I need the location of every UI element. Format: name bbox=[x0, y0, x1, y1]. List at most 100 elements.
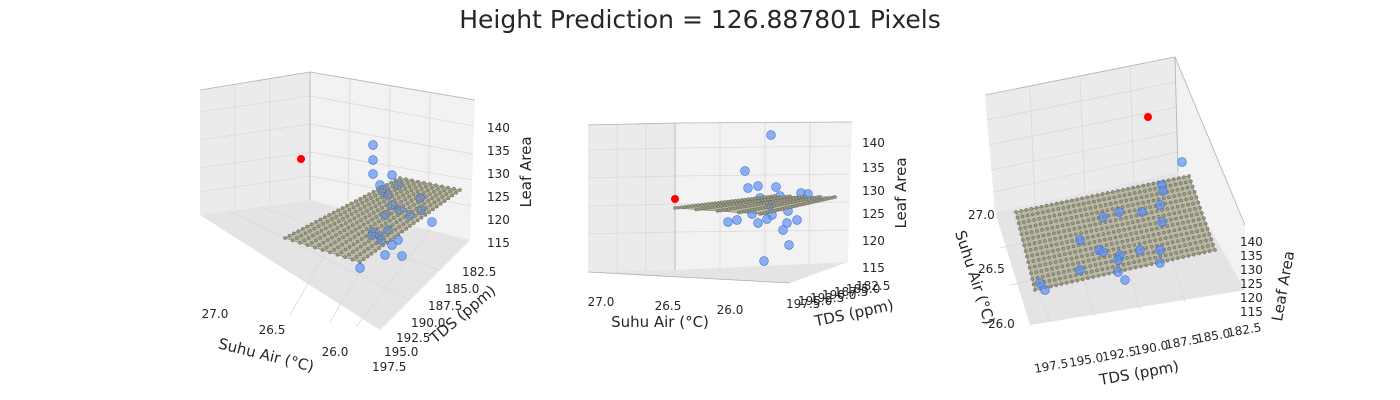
panel-1-mesh-dot bbox=[354, 209, 358, 214]
panel-3-mesh-dot bbox=[1049, 243, 1054, 248]
panel-1-mesh-dot bbox=[362, 194, 367, 199]
panel-3-mesh-dot bbox=[1015, 215, 1020, 220]
panel-3-mesh-dot bbox=[1064, 217, 1069, 221]
panel-3-mesh-dot bbox=[1146, 216, 1151, 221]
panel-3-mesh-dot bbox=[1193, 241, 1198, 245]
panel-3-mesh-dot bbox=[1144, 228, 1149, 233]
panel-2-back-pane bbox=[588, 123, 675, 272]
panel-3-mesh-dot bbox=[1167, 229, 1171, 234]
panel-3-mesh-dot bbox=[1028, 248, 1033, 252]
panel-1-mesh-dot bbox=[371, 189, 376, 194]
panel-1-mesh-dot bbox=[430, 196, 435, 201]
panel-3-mesh-dot bbox=[1162, 230, 1166, 235]
panel-1-mesh-dot bbox=[386, 225, 391, 230]
panel-1-mesh-dot bbox=[377, 191, 382, 196]
panel-1-mesh-dot bbox=[362, 241, 367, 246]
panel-1-y-tick-4: 190.0 bbox=[411, 316, 445, 330]
panel-1-mesh-dot bbox=[344, 240, 349, 244]
panel-3-mesh-dot bbox=[1025, 213, 1030, 218]
panel-3-mesh-dot bbox=[1022, 243, 1026, 248]
panel-3-data-point bbox=[1113, 255, 1123, 265]
panel-1-mesh-dot bbox=[385, 240, 389, 245]
panel-1-mesh-dot bbox=[382, 199, 386, 203]
panel-3-mesh-dot bbox=[1146, 199, 1151, 204]
panel-2-y-tick-1: 182.5 bbox=[856, 279, 890, 293]
panel-3-mesh-dot bbox=[1071, 244, 1076, 249]
panel-1-mesh-dot bbox=[392, 235, 397, 239]
panel-3-mesh-dot bbox=[1086, 235, 1090, 240]
panel-1-mesh-dot bbox=[389, 180, 394, 185]
panel-3-mesh-dot bbox=[1108, 219, 1113, 223]
panel-2-mesh-dot bbox=[742, 204, 746, 209]
panel-3-mesh-dot bbox=[1096, 274, 1101, 278]
panel-3-edges bbox=[984, 56, 1246, 226]
panel-3-mesh-dot bbox=[1031, 259, 1036, 263]
panel-1-mesh-dot bbox=[403, 197, 408, 201]
panel-3-mesh-dot bbox=[1184, 248, 1189, 253]
panel-1-mesh-dot bbox=[347, 245, 352, 249]
panel-1-mesh-dot bbox=[306, 236, 311, 240]
panel-3-mesh-dot bbox=[1095, 210, 1099, 215]
panel-3-mesh-dot bbox=[1153, 186, 1157, 191]
panel-3-mesh-dot bbox=[1037, 240, 1042, 244]
panel-3-mesh-dot bbox=[1120, 222, 1125, 227]
panel-3-mesh-dot bbox=[1049, 284, 1053, 289]
panel-2-mesh-dot bbox=[728, 202, 733, 207]
panel-1-mesh-dot bbox=[399, 210, 404, 215]
panel-1-mesh-dot bbox=[389, 230, 394, 235]
panel-3-mesh-dot bbox=[1121, 187, 1125, 192]
panel-3-mesh-dot bbox=[1202, 233, 1206, 238]
panel-3-mesh-dot bbox=[1059, 218, 1063, 222]
panel-3-mesh-dot bbox=[1184, 197, 1188, 202]
panel-1-mesh-dot bbox=[367, 202, 371, 207]
panel-1-mesh-dot bbox=[395, 202, 399, 207]
panel-3-mesh-dot bbox=[1144, 263, 1148, 268]
panel-3-data-point bbox=[1098, 247, 1108, 257]
panel-3-data-point bbox=[1113, 267, 1123, 277]
panel-3-mesh-dot bbox=[1035, 229, 1039, 233]
panel-3-mesh-dot bbox=[1172, 211, 1177, 216]
panel-2-mesh-dot bbox=[735, 201, 739, 206]
panel-3-mesh-dot bbox=[1083, 207, 1087, 211]
panel-1-mesh-dot bbox=[360, 200, 365, 205]
panel-3-mesh-dot bbox=[1186, 202, 1190, 207]
panel-3-mesh-dot bbox=[1092, 240, 1097, 244]
panel-3-mesh-dot bbox=[1088, 223, 1092, 228]
panel-2-y-tick-4: 190.0 bbox=[822, 288, 856, 302]
panel-3-mesh-dot bbox=[1063, 211, 1067, 216]
panel-3-mesh-dot bbox=[1057, 253, 1062, 258]
panel-3-mesh-dot bbox=[1089, 229, 1094, 233]
panel-3-plane-mesh bbox=[1014, 174, 1217, 292]
panel-1-mesh-dot bbox=[440, 195, 445, 199]
panel-2-mesh-dot bbox=[703, 206, 708, 210]
panel-3-mesh-dot bbox=[1130, 237, 1135, 242]
panel-3-data-point bbox=[1158, 186, 1168, 196]
panel-1-mesh-dot bbox=[418, 204, 423, 209]
panel-1-mesh-dot bbox=[400, 229, 405, 234]
panel-2-mesh-dot bbox=[746, 197, 751, 201]
panel-2-mesh-dot bbox=[749, 196, 754, 201]
panel-3-mesh-dot bbox=[1051, 272, 1056, 277]
panel-1-mesh-dot bbox=[323, 226, 328, 231]
panel-1-mesh-dot bbox=[313, 245, 317, 250]
panel-2-mesh-dot bbox=[718, 208, 723, 213]
panel-1-mesh-dot bbox=[428, 182, 432, 186]
panel-3-mesh-dot bbox=[1032, 218, 1036, 222]
panel-3-mesh-dot bbox=[1111, 265, 1115, 269]
panel-1-mesh-dot bbox=[290, 238, 295, 243]
panel-2-y-tick-3: 187.5 bbox=[834, 285, 868, 299]
panel-2-mesh-dot bbox=[766, 194, 771, 199]
panel-1-mesh-dot bbox=[322, 233, 327, 238]
panel-3-mesh-dot bbox=[1195, 246, 1200, 250]
panel-3-mesh-dot bbox=[1030, 277, 1035, 281]
panel-1-mesh-dot bbox=[349, 212, 354, 216]
panel-1-mesh-dot bbox=[422, 180, 426, 185]
panel-3-mesh-dot bbox=[1034, 270, 1038, 274]
panel-3-mesh-dot bbox=[1172, 194, 1176, 198]
panel-3-mesh-dot bbox=[1179, 232, 1184, 237]
panel-2-mesh-dot bbox=[716, 200, 721, 205]
panel-3-mesh-dot bbox=[1048, 261, 1053, 265]
panel-3-mesh-dot bbox=[1053, 236, 1057, 241]
panel-1-mesh-dot bbox=[318, 236, 323, 240]
panel-3-mesh-dot bbox=[1088, 206, 1093, 210]
